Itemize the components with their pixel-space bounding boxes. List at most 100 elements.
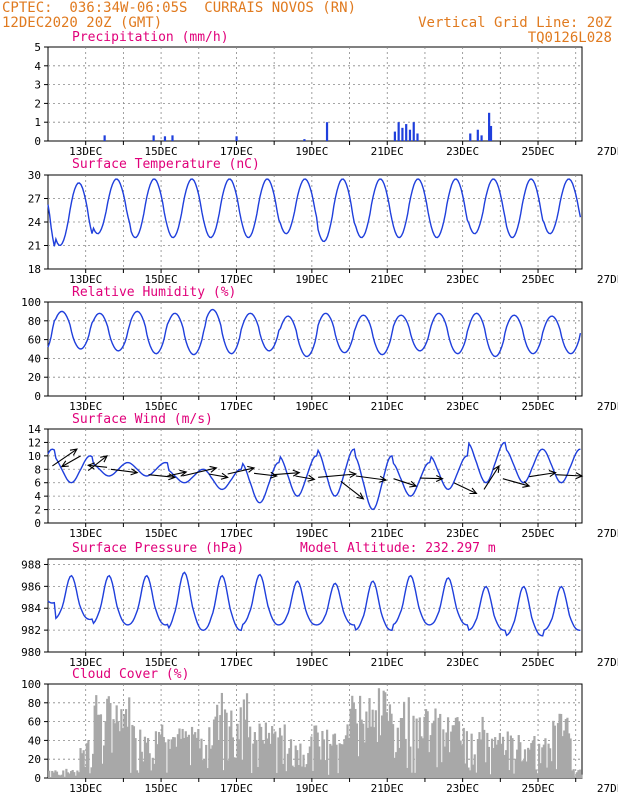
cloud-bar bbox=[54, 770, 57, 778]
y-tick-label: 982 bbox=[21, 624, 41, 637]
cloud-bar bbox=[209, 748, 213, 778]
cloud-bar bbox=[128, 697, 131, 778]
cloud-bar bbox=[260, 726, 263, 778]
cloud-bar bbox=[333, 733, 337, 778]
y-tick-label: 14 bbox=[28, 423, 42, 436]
cloud-bar bbox=[431, 723, 434, 778]
cloud-bar bbox=[275, 772, 278, 778]
cloud-bar bbox=[65, 768, 68, 778]
cloud-bar bbox=[176, 734, 180, 778]
cloud-bar bbox=[172, 737, 175, 778]
cloud-bar bbox=[560, 713, 563, 778]
cloud-bar bbox=[407, 697, 410, 778]
cloud-bar bbox=[206, 768, 209, 778]
cloud-bar bbox=[498, 732, 501, 778]
x-tick-label: 27DEC bbox=[597, 400, 618, 413]
y-tick-label: 6 bbox=[34, 477, 41, 490]
cloud-bar bbox=[501, 736, 505, 778]
cloud-bar bbox=[76, 770, 79, 778]
cloud-bar bbox=[79, 748, 82, 778]
cloud-bar bbox=[360, 719, 363, 778]
cloud-bar bbox=[192, 734, 195, 778]
cloud-bar bbox=[574, 776, 577, 778]
precip-bar bbox=[163, 136, 167, 141]
y-tick-label: 40 bbox=[28, 352, 41, 365]
x-tick-label: 17DEC bbox=[220, 273, 253, 286]
cloud-bar bbox=[200, 738, 203, 778]
wind-arrow bbox=[393, 478, 417, 487]
wind-arrow-head bbox=[356, 492, 365, 500]
cloud-bar bbox=[495, 744, 498, 778]
cloud-bar bbox=[462, 727, 465, 778]
cloud-bar bbox=[291, 765, 294, 778]
cloud-bar bbox=[329, 743, 332, 778]
cloud-bar bbox=[162, 737, 165, 778]
cloud-bar bbox=[59, 775, 62, 778]
cloud-bar bbox=[566, 717, 569, 778]
cloud-bar bbox=[450, 731, 453, 778]
wind-arrow-head bbox=[409, 480, 418, 488]
cloud-bar bbox=[187, 734, 191, 778]
x-tick-label: 21DEC bbox=[371, 527, 404, 540]
cloud-bar bbox=[525, 761, 528, 778]
cloud-bar bbox=[175, 746, 178, 778]
wind-arrow bbox=[182, 467, 217, 477]
cloud-bar bbox=[124, 709, 128, 778]
wind-arrow bbox=[52, 448, 78, 467]
cloud-bar bbox=[296, 750, 299, 778]
cloud-bar bbox=[509, 735, 512, 778]
wind-arrow bbox=[295, 475, 315, 480]
cloud-bar bbox=[310, 736, 313, 778]
cloud-bar bbox=[123, 714, 126, 778]
cloud-bar bbox=[522, 760, 525, 778]
x-tick-label: 23DEC bbox=[446, 527, 479, 540]
cloud-bar bbox=[106, 698, 109, 778]
cloud-bar bbox=[516, 749, 519, 778]
y-tick-label: 40 bbox=[28, 734, 41, 747]
cloud-bar bbox=[87, 740, 90, 778]
cloud-bar bbox=[528, 749, 531, 778]
cloud-bar bbox=[222, 770, 225, 778]
cloud-bar bbox=[503, 754, 506, 778]
wind-arrow bbox=[253, 472, 277, 477]
wind-arrow-head bbox=[575, 472, 584, 480]
cloud-bar bbox=[326, 729, 329, 778]
cloud-bar bbox=[48, 770, 51, 778]
cloud-bar bbox=[280, 735, 283, 778]
cloud-bar bbox=[242, 699, 245, 778]
cloud-bar bbox=[103, 745, 106, 778]
y-tick-label: 60 bbox=[28, 716, 41, 729]
cloud-bar bbox=[439, 713, 442, 778]
y-tick-label: 100 bbox=[21, 678, 41, 691]
wind-arrow bbox=[529, 472, 556, 478]
cloud-bar bbox=[402, 701, 406, 778]
cloud-bar bbox=[208, 727, 211, 778]
x-tick-label: 27DEC bbox=[597, 656, 618, 669]
x-tick-label: 21DEC bbox=[371, 656, 404, 669]
cloud-bar bbox=[363, 742, 366, 778]
x-tick-label: 15DEC bbox=[145, 527, 178, 540]
y-tick-label: 12 bbox=[28, 436, 41, 449]
x-tick-label: 19DEC bbox=[295, 400, 328, 413]
cloud-bar bbox=[390, 713, 393, 778]
wind-arrow bbox=[88, 464, 108, 468]
cloud-bar bbox=[412, 715, 415, 778]
wind-arrow bbox=[419, 477, 443, 480]
precip-bar bbox=[489, 125, 493, 141]
cloud-bar bbox=[429, 735, 432, 778]
cloud-bar bbox=[324, 760, 327, 778]
cloud-bar bbox=[283, 724, 286, 778]
cloud-bar bbox=[423, 716, 426, 778]
cloud-bar bbox=[250, 772, 253, 778]
cloud-bar bbox=[362, 723, 365, 778]
x-tick-label: 25DEC bbox=[521, 527, 554, 540]
cloud-bar bbox=[164, 742, 167, 778]
precip-bar bbox=[480, 135, 483, 141]
y-tick-label: 0 bbox=[34, 135, 41, 148]
x-tick-label: 19DEC bbox=[295, 273, 328, 286]
cloud-bar bbox=[476, 739, 480, 778]
cloud-bar bbox=[357, 756, 360, 778]
y-tick-label: 100 bbox=[21, 296, 41, 309]
